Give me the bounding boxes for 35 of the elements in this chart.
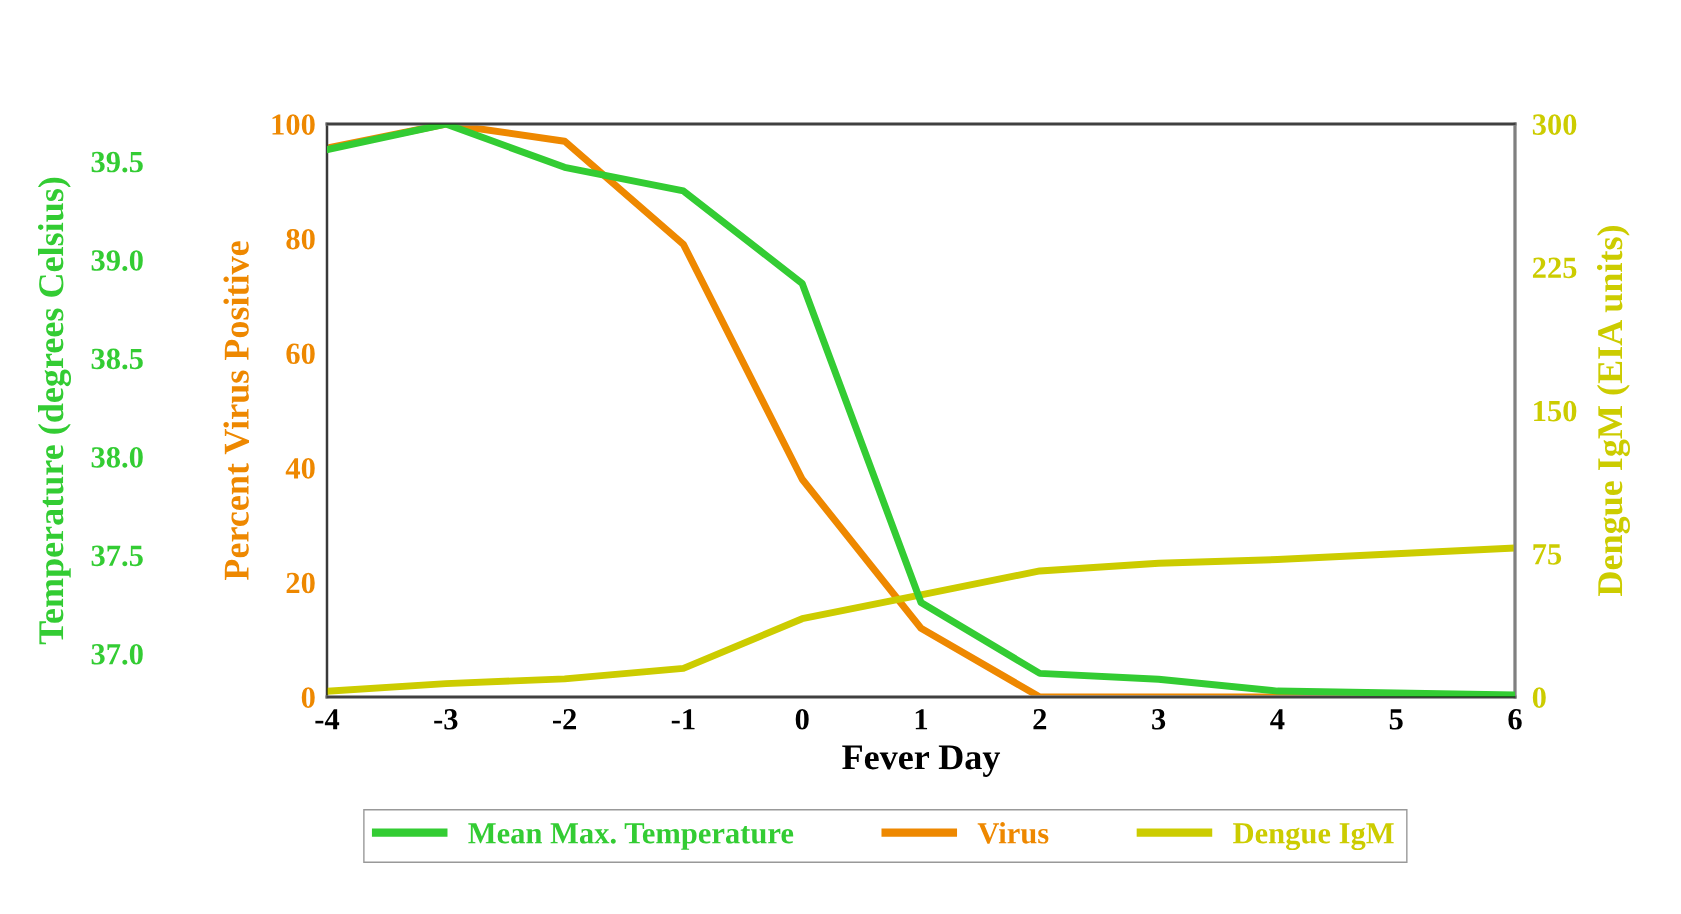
y3-tick-label: 38.5 xyxy=(91,348,143,370)
y2-axis-title: Dengue IgM (EIA units) xyxy=(1596,225,1630,596)
x-tick-label: 1 xyxy=(915,709,928,730)
y2-tick-label: 300 xyxy=(1532,114,1577,135)
y2-tick-label: 0 xyxy=(1532,687,1546,708)
legend-label: Virus xyxy=(977,822,1049,844)
x-tick-label: 6 xyxy=(1508,709,1522,730)
x-tick-label: -3 xyxy=(434,709,458,730)
y-tick-label: 0 xyxy=(301,687,315,708)
x-tick-label: 4 xyxy=(1270,709,1285,730)
x-tick-label: -4 xyxy=(315,709,340,730)
y-tick-label: 100 xyxy=(272,114,315,135)
y3-tick-label: 38.0 xyxy=(91,447,143,468)
y2-tick-label: 150 xyxy=(1534,400,1577,422)
x-tick-label: 5 xyxy=(1389,709,1403,730)
y2-tick-label: 225 xyxy=(1532,257,1577,279)
y-tick-label: 80 xyxy=(286,228,315,250)
y3-tick-label: 39.5 xyxy=(91,151,143,173)
x-tick-label: 2 xyxy=(1033,709,1047,730)
y3-axis-title: Temperature (degrees Celsius) xyxy=(37,177,72,645)
y-tick-label: 20 xyxy=(286,572,315,594)
x-tick-label: 3 xyxy=(1152,709,1166,730)
x-tick-label: 0 xyxy=(795,708,809,730)
legend-label: Dengue IgM xyxy=(1233,823,1394,851)
y-tick-label: 60 xyxy=(286,343,315,365)
x-tick-label: -2 xyxy=(552,709,577,730)
y-tick-label: 40 xyxy=(285,458,315,479)
y3-tick-label: 39.0 xyxy=(91,250,143,271)
x-tick-label: -1 xyxy=(671,709,695,730)
y3-tick-label: 37.5 xyxy=(91,545,143,567)
y2-tick-label: 75 xyxy=(1533,544,1562,565)
y3-tick-label: 37.0 xyxy=(91,643,143,665)
x-axis-title: Fever Day xyxy=(842,745,1001,777)
legend-label: Mean Max. Temperature xyxy=(468,823,794,850)
y-axis-title: Percent Virus Positive xyxy=(223,241,250,581)
